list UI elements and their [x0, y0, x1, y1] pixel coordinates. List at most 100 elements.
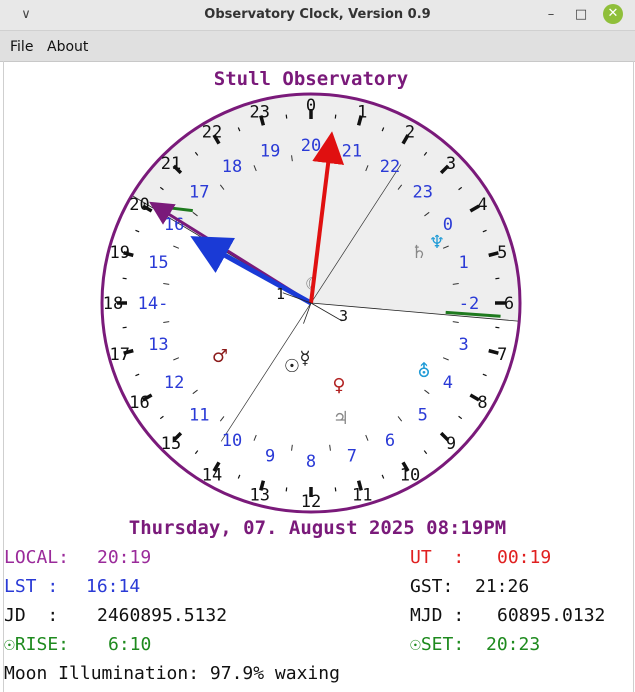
lst-label: 11	[189, 406, 209, 426]
hour-label: 9	[446, 434, 456, 454]
half-hour-tick	[423, 450, 428, 455]
hour-tick	[212, 134, 221, 145]
hour-tick	[356, 115, 363, 126]
lst-label: 10	[222, 431, 242, 451]
lst-label: 5	[418, 406, 428, 426]
lst-label: 3	[458, 335, 468, 355]
center-label-right: 3	[339, 307, 348, 325]
lst-tick	[192, 211, 198, 217]
center-label-left: 1	[276, 285, 285, 303]
lst-label: 19	[260, 141, 280, 161]
lst-hand	[190, 236, 313, 306]
lst-tick	[452, 283, 459, 285]
hour-tick	[356, 480, 363, 491]
half-hour-tick	[159, 186, 164, 191]
ut-value: 00:19	[497, 547, 552, 568]
lst-tick	[424, 389, 430, 395]
half-hour-tick	[482, 229, 487, 233]
lst-label: 7	[347, 447, 357, 467]
hour-tick	[123, 348, 134, 355]
half-hour-tick	[237, 474, 241, 479]
daylight-sector	[131, 93, 521, 322]
minimize-button[interactable]: –	[547, 7, 555, 22]
half-hour-tick	[194, 151, 199, 156]
half-hour-tick	[482, 373, 487, 377]
window-title: Observatory Clock, Version 0.9	[204, 7, 431, 22]
hour-tick	[488, 348, 499, 355]
lst-tick	[442, 245, 449, 249]
hour-tick	[401, 134, 410, 145]
hour-label: 20	[129, 195, 149, 215]
hour-label: 21	[161, 154, 181, 174]
collapse-button[interactable]: ∨	[21, 7, 31, 22]
half-hour-tick	[495, 326, 500, 329]
hour-label: 12	[301, 492, 321, 512]
lst-tick	[219, 184, 225, 190]
half-hour-tick	[423, 151, 428, 156]
lst-label: 23	[412, 182, 432, 202]
lst-label: 13	[148, 335, 168, 355]
sun-icon: ☉	[284, 356, 300, 377]
hour-label: 7	[497, 345, 507, 365]
lst-label: 17	[189, 182, 209, 202]
lst-tick	[452, 321, 459, 323]
hour-label: 4	[477, 195, 487, 215]
lst-label: 14-	[138, 294, 169, 314]
hour-tick	[172, 431, 183, 442]
lst-label: 15	[148, 253, 168, 273]
jupiter-icon: ♃	[333, 408, 349, 429]
lst-tick	[329, 444, 331, 451]
close-button[interactable]: ✕	[603, 4, 623, 24]
lst-tick	[163, 283, 170, 285]
hour-label: 19	[110, 243, 130, 263]
half-hour-tick	[381, 127, 385, 132]
hour-tick	[123, 251, 134, 258]
menu-about[interactable]: About	[47, 39, 89, 55]
lst-label: LST :	[4, 576, 59, 597]
hour-tick	[142, 393, 153, 402]
hour-label: 16	[129, 393, 149, 413]
hour-label: 0	[306, 96, 316, 116]
hour-label: 14	[202, 465, 222, 485]
center-pointer	[310, 302, 343, 322]
hour-tick	[259, 480, 266, 491]
half-hour-tick	[381, 474, 385, 479]
hour-tick	[259, 115, 266, 126]
local-time-label: LOCAL:	[4, 547, 70, 568]
hour-label: 8	[477, 393, 487, 413]
menu-bar: File About	[0, 31, 635, 62]
hour-label: 5	[497, 243, 507, 263]
hour-tick	[439, 164, 450, 175]
half-hour-tick	[458, 186, 463, 191]
hour-label: 3	[446, 154, 456, 174]
half-hour-tick	[334, 114, 337, 119]
hour-tick	[172, 164, 183, 175]
menu-file[interactable]: File	[10, 39, 34, 55]
saturn-icon: ♄	[411, 242, 427, 263]
hour-label: 13	[250, 485, 270, 505]
mjd-value: 60895.0132	[497, 605, 606, 626]
lst-label: 0	[443, 215, 453, 235]
sunset-label: ☉SET:	[410, 634, 465, 655]
lst-label: 6	[385, 431, 395, 451]
hour-tick	[469, 204, 480, 213]
hour-label: 6	[504, 294, 514, 314]
hour-label: 10	[400, 465, 420, 485]
lst-tick	[365, 434, 369, 441]
lst-tick	[253, 165, 257, 172]
lst-tick	[192, 389, 198, 395]
jd-value: 2460895.5132	[97, 605, 228, 626]
gst-label: GST:	[410, 576, 454, 597]
lst-label: 20	[301, 136, 321, 156]
lst-tick	[253, 434, 257, 441]
lst-tick	[424, 211, 430, 217]
maximize-button[interactable]: □	[574, 7, 588, 22]
hour-label: 2	[405, 123, 415, 143]
lst-tick	[442, 357, 449, 361]
half-hour-tick	[194, 450, 199, 455]
window-frame	[3, 61, 634, 692]
moon-illumination: Moon Illumination: 97.9% waxing	[4, 663, 340, 684]
lst-tick	[291, 155, 293, 162]
lst-label: 8	[306, 452, 316, 472]
hour-label: 23	[250, 103, 270, 123]
